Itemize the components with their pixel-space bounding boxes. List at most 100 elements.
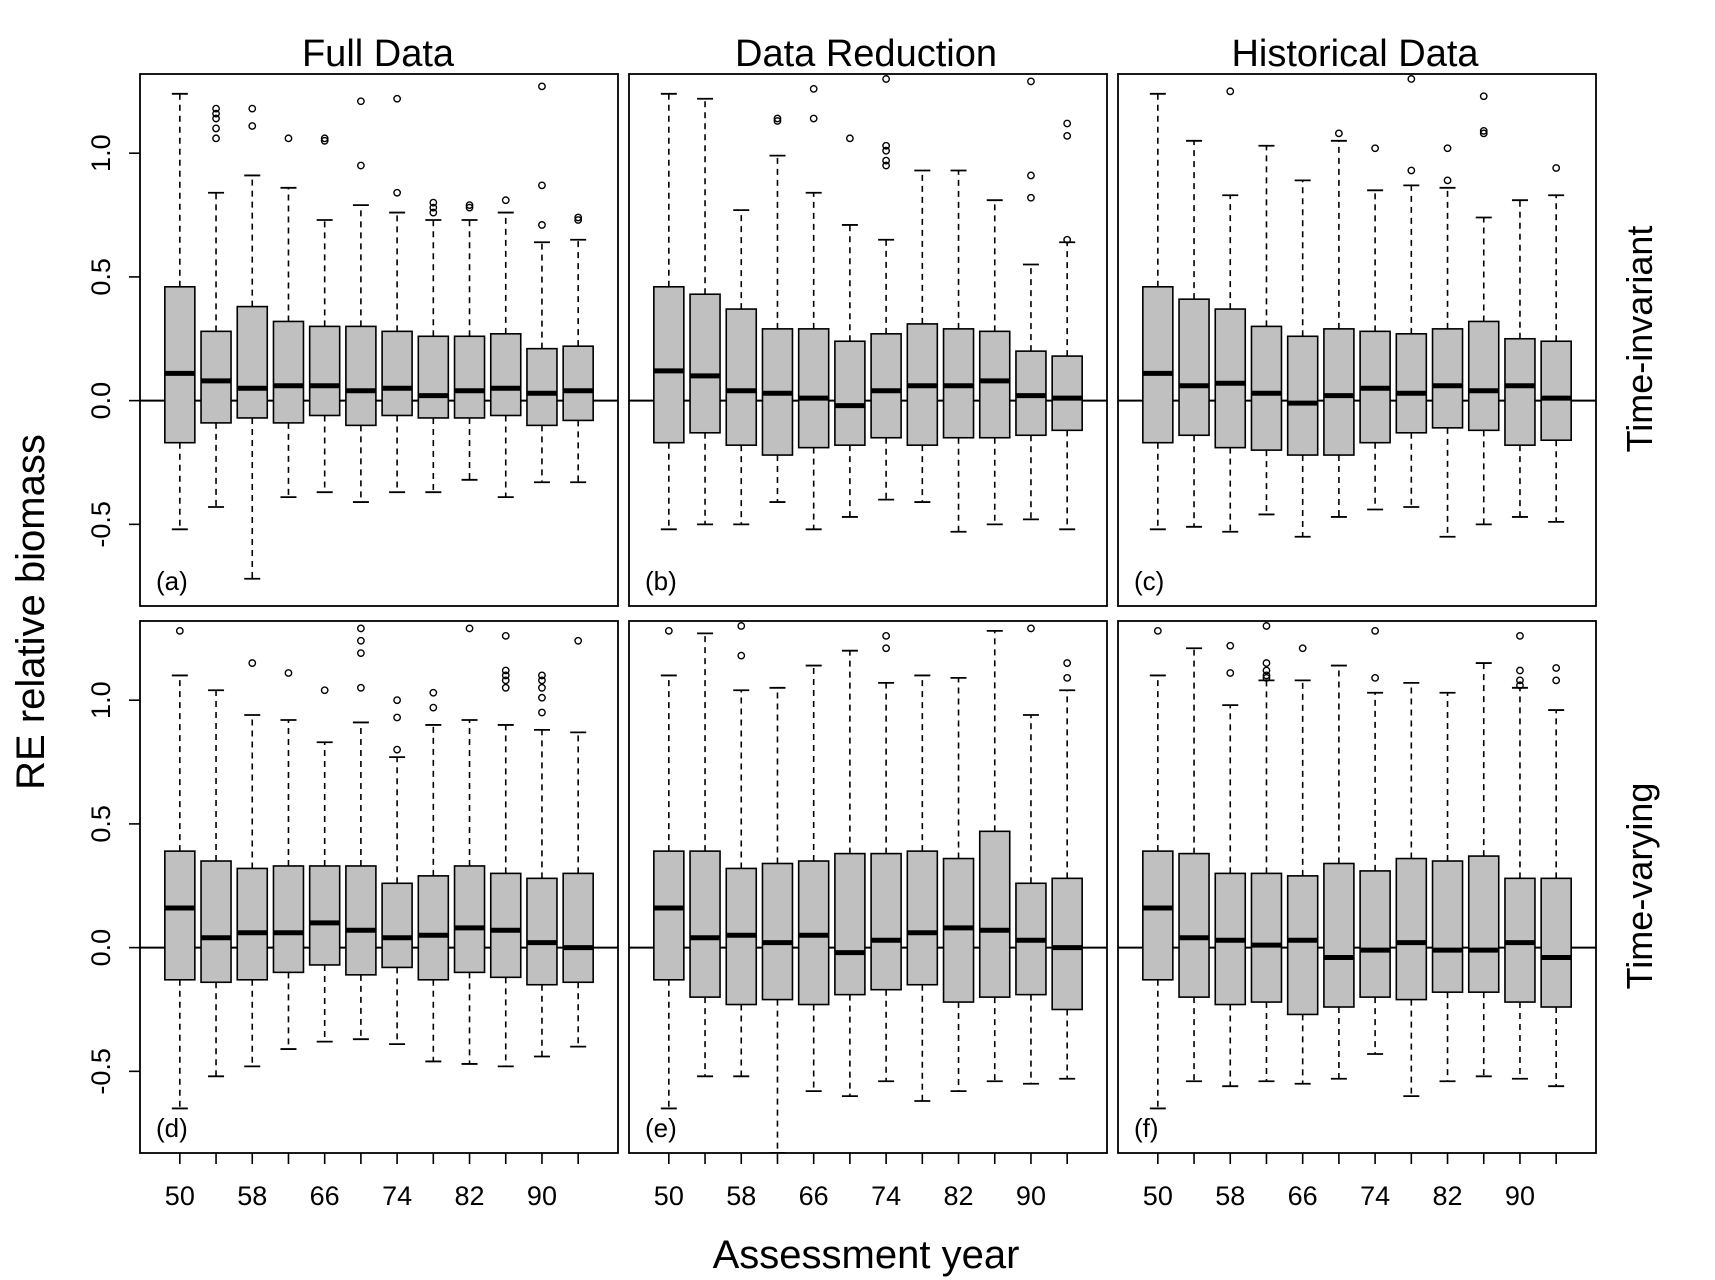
y-tick-label: -0.5 (86, 1048, 116, 1095)
outlier-point (1443, 176, 1452, 185)
box-70 (834, 134, 866, 518)
panel-frame (1117, 620, 1597, 1154)
box-iqr (978, 830, 1011, 998)
outlier-point (1552, 676, 1561, 685)
box-78 (417, 688, 450, 1063)
outlier-point (574, 213, 583, 222)
box-66 (308, 134, 341, 494)
box-70 (345, 97, 377, 503)
box-78 (417, 198, 450, 494)
outlier-point (538, 221, 546, 229)
x-tick-label: 74 (1360, 1181, 1390, 1211)
panel-label: (f) (1134, 1113, 1159, 1143)
panel-plot-area (629, 75, 1107, 533)
outlier-point (882, 156, 891, 165)
box-58 (725, 209, 758, 526)
box-58 (725, 622, 758, 1078)
outlier-point (1516, 666, 1524, 675)
outlier-point (212, 114, 220, 123)
y-tick-label: -0.5 (86, 501, 116, 548)
outlier-point (1407, 166, 1416, 175)
box-iqr (1286, 875, 1319, 1016)
outlier-point (538, 708, 546, 717)
box-86 (978, 199, 1011, 526)
box-iqr (653, 285, 685, 444)
box-iqr (1142, 285, 1174, 444)
outlier-point (882, 161, 891, 170)
box-86 (978, 629, 1011, 1083)
panel-plot-area (1118, 622, 1596, 1110)
box-iqr (308, 325, 341, 417)
box-94 (1540, 164, 1572, 523)
panel-b: (b) (628, 73, 1108, 607)
outlier-point (212, 124, 220, 133)
panel-d: (d) -0.5 0.0 0.5 1.0 50 58 66 74 82 90 (86, 620, 619, 1211)
box-iqr (526, 347, 558, 427)
box-66 (308, 686, 341, 1043)
outlier-point (1226, 641, 1235, 650)
outlier-point (356, 97, 365, 106)
outlier-point (1027, 77, 1035, 86)
outlier-point (737, 622, 746, 630)
box-50 (1142, 92, 1174, 531)
outlier-point (320, 136, 329, 145)
box-iqr (272, 320, 305, 424)
box-iqr (761, 862, 794, 1001)
outlier-point (1443, 144, 1452, 153)
x-tick-label: 82 (1433, 1181, 1463, 1211)
outlier-point (429, 688, 438, 697)
box-iqr (345, 865, 377, 976)
outlier-point (393, 188, 402, 197)
box-62 (761, 114, 794, 503)
outlier-point (356, 624, 365, 633)
outlier-point (501, 676, 510, 685)
panel-label: (d) (156, 1113, 188, 1143)
y-tick-label: 0.0 (86, 382, 116, 420)
y-tick-label: 0.0 (86, 929, 116, 967)
outlier-point (1552, 664, 1561, 672)
box-iqr (345, 325, 377, 427)
outlier-point (429, 208, 438, 217)
box-82 (453, 201, 486, 481)
box-iqr (689, 850, 721, 998)
x-tick-label: 50 (165, 1181, 195, 1211)
panel-frame (628, 620, 1108, 1154)
y-axis-title: RE relative biomass (9, 434, 53, 790)
box-90 (526, 671, 558, 1058)
outlier-point (429, 198, 438, 207)
box-iqr (1178, 298, 1210, 437)
outlier-point (664, 626, 673, 635)
box-54 (1178, 647, 1210, 1083)
box-50 (164, 92, 196, 531)
box-58 (236, 659, 269, 1068)
box-iqr (1286, 335, 1319, 456)
outlier-point (1226, 669, 1235, 677)
box-iqr (489, 872, 522, 979)
outlier-point (538, 82, 546, 91)
box-iqr (200, 330, 232, 424)
outlier-point (501, 671, 510, 680)
box-iqr (978, 330, 1011, 439)
box-58 (1214, 87, 1247, 533)
row-title-time-invariant: Time-invariant (1619, 226, 1660, 453)
outlier-point (1552, 164, 1561, 172)
box-iqr (1504, 337, 1536, 446)
outlier-point (574, 216, 583, 224)
outlier-point (882, 631, 891, 640)
column-title-historical-data: Historical Data (1231, 33, 1479, 75)
outlier-point (737, 651, 746, 660)
box-62 (272, 134, 305, 499)
outlier-point (284, 134, 293, 143)
outlier-point (248, 104, 257, 113)
box-66 (1286, 179, 1319, 538)
outlier-point (393, 745, 402, 754)
outlier-point (356, 683, 365, 692)
outlier-point (465, 203, 474, 212)
outlier-point (465, 201, 474, 210)
column-title-data-reduction: Data Reduction (735, 33, 997, 75)
box-86 (489, 196, 522, 499)
outlier-point (1371, 674, 1380, 682)
outlier-point (1262, 671, 1271, 680)
box-iqr (1178, 852, 1210, 998)
